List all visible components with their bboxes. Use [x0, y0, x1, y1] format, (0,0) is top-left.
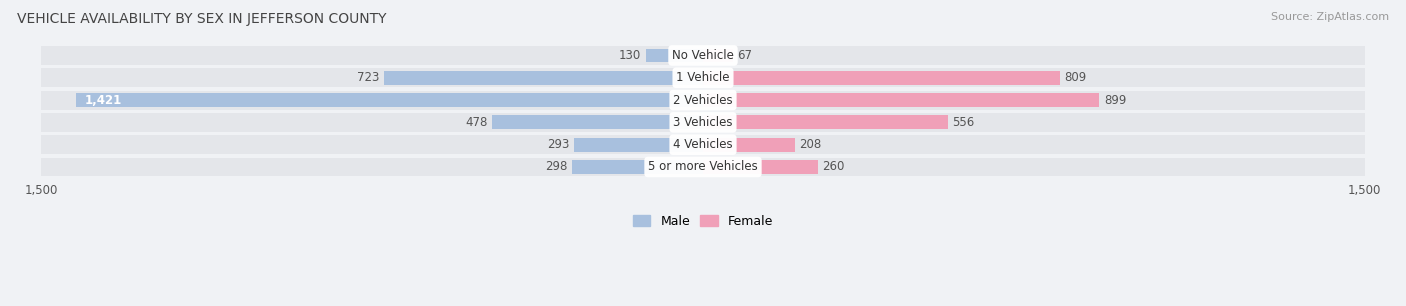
Text: 809: 809: [1064, 71, 1087, 84]
Bar: [492, 115, 703, 129]
Text: 2 Vehicles: 2 Vehicles: [673, 94, 733, 106]
Bar: [41, 46, 1365, 65]
Bar: [41, 158, 1365, 177]
Text: 293: 293: [547, 138, 569, 151]
Bar: [572, 160, 703, 174]
Text: Source: ZipAtlas.com: Source: ZipAtlas.com: [1271, 12, 1389, 22]
Bar: [703, 93, 1099, 107]
Text: No Vehicle: No Vehicle: [672, 49, 734, 62]
Text: 1,421: 1,421: [84, 94, 121, 106]
Bar: [703, 160, 818, 174]
Text: 260: 260: [823, 160, 845, 174]
Bar: [41, 113, 1365, 132]
Bar: [41, 68, 1365, 87]
Bar: [574, 138, 703, 151]
Text: 298: 298: [544, 160, 567, 174]
Text: 4 Vehicles: 4 Vehicles: [673, 138, 733, 151]
Text: 723: 723: [357, 71, 380, 84]
Bar: [645, 49, 703, 62]
Text: VEHICLE AVAILABILITY BY SEX IN JEFFERSON COUNTY: VEHICLE AVAILABILITY BY SEX IN JEFFERSON…: [17, 12, 387, 26]
Bar: [703, 138, 794, 151]
Bar: [703, 49, 733, 62]
Text: 130: 130: [619, 49, 641, 62]
Legend: Male, Female: Male, Female: [630, 211, 776, 231]
Text: 899: 899: [1104, 94, 1126, 106]
Bar: [41, 135, 1365, 154]
Bar: [41, 91, 1365, 110]
Bar: [384, 71, 703, 85]
Bar: [703, 71, 1060, 85]
Text: 67: 67: [737, 49, 752, 62]
Bar: [76, 93, 703, 107]
Text: 1 Vehicle: 1 Vehicle: [676, 71, 730, 84]
Bar: [703, 115, 948, 129]
Text: 5 or more Vehicles: 5 or more Vehicles: [648, 160, 758, 174]
Text: 3 Vehicles: 3 Vehicles: [673, 116, 733, 129]
Text: 208: 208: [799, 138, 821, 151]
Text: 556: 556: [953, 116, 974, 129]
Text: 478: 478: [465, 116, 488, 129]
